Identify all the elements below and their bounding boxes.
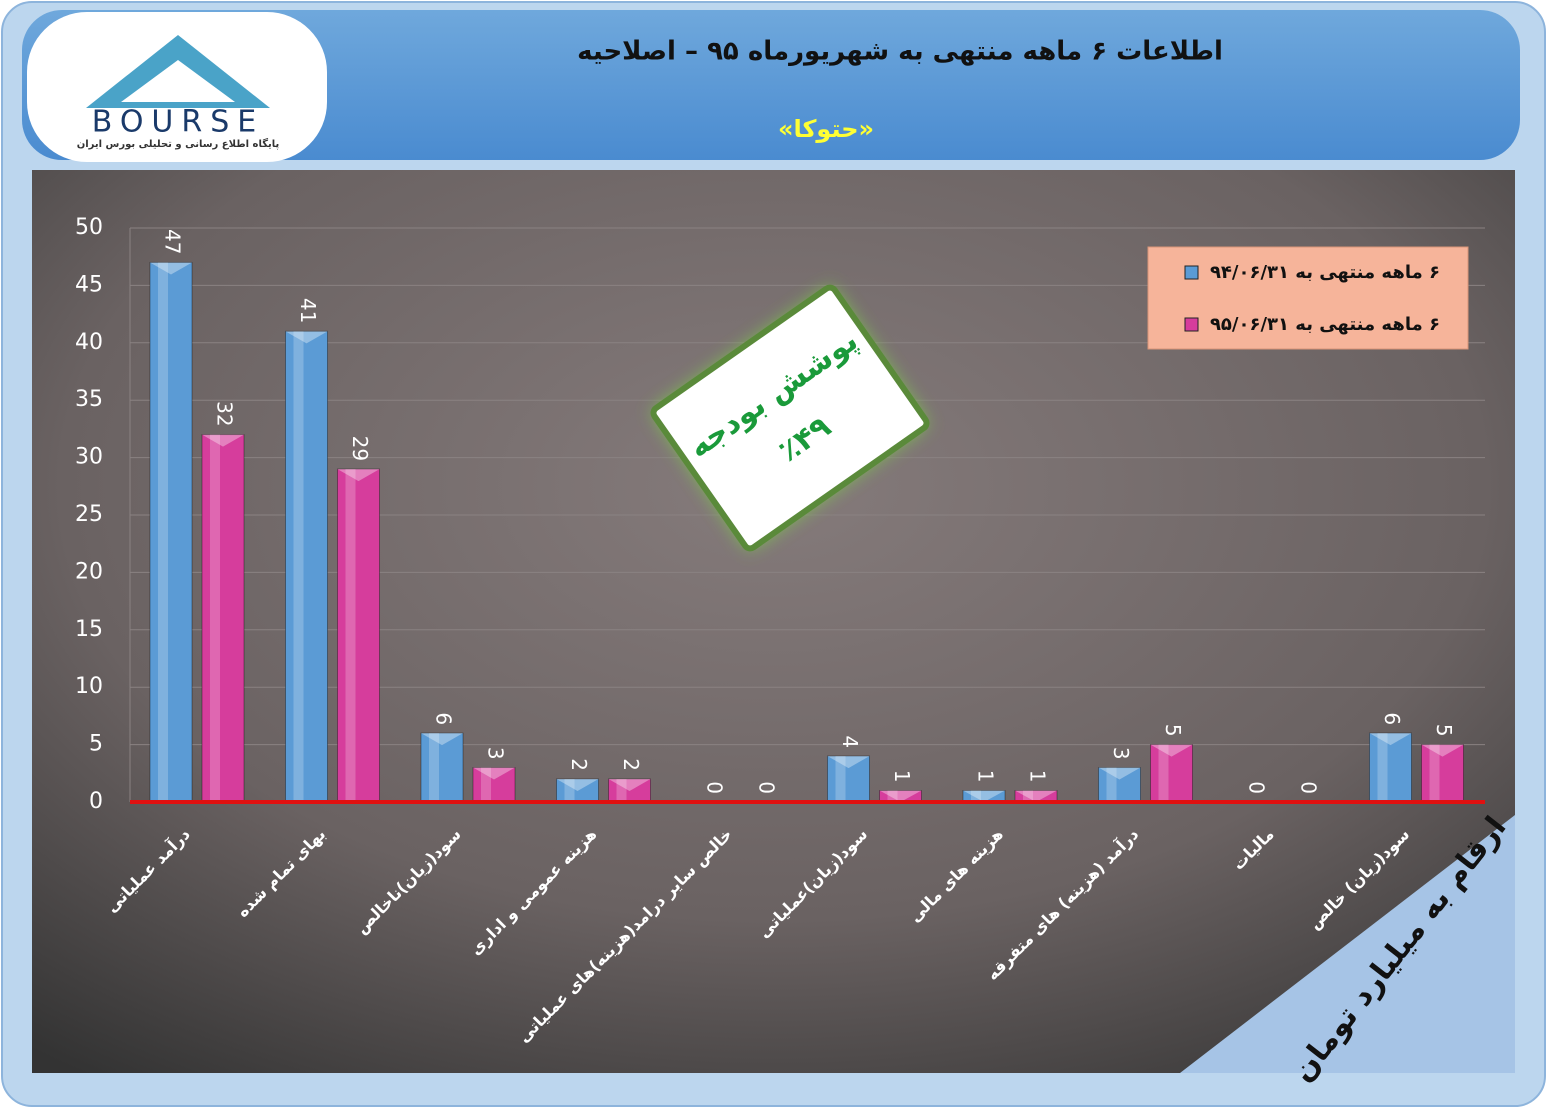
bar-highlight — [1106, 767, 1117, 802]
bar-highlight — [1377, 733, 1388, 802]
bar-cap — [963, 790, 1005, 802]
legend-box — [1147, 246, 1469, 350]
legend: ۶ ماهه منتهی به ۹۴/۰۶/۳۱ ۶ ماهه منتهی به … — [1147, 246, 1469, 350]
bar-highlight — [158, 262, 168, 802]
bar-highlight — [971, 790, 981, 802]
logo-caption: پایگاه اطلاع رسانی و تحلیلی بورس ایران — [77, 137, 280, 150]
bar — [1098, 767, 1141, 803]
bar-highlight — [345, 469, 356, 802]
bar-highlight — [835, 756, 846, 802]
y-tick-label: 35 — [75, 387, 103, 412]
bar-highlight — [293, 331, 304, 802]
bar-cap — [556, 779, 599, 792]
badge: پوشش بودجه ٪۴۹ — [650, 284, 930, 552]
data-label: 2 — [619, 758, 643, 771]
legend-label: ۶ ماهه منتهی به ۹۴/۰۶/۳۱ — [1210, 262, 1440, 283]
bar-cap — [1369, 733, 1412, 746]
bar-cap — [1421, 744, 1464, 757]
bar-cap — [1098, 767, 1141, 780]
bar-cap — [473, 767, 515, 780]
data-label: 0 — [1245, 781, 1269, 794]
data-label: 0 — [1297, 781, 1321, 794]
bar-highlight — [616, 779, 627, 802]
data-label: 2 — [567, 758, 591, 771]
bar — [1150, 744, 1193, 803]
data-label: 1 — [1026, 770, 1050, 783]
bar — [337, 468, 380, 803]
legend-swatch — [1184, 317, 1199, 332]
data-label: 6 — [1380, 712, 1404, 725]
y-tick-label: 25 — [75, 502, 103, 527]
bar-cap — [1150, 744, 1193, 757]
bar-cap — [202, 434, 244, 447]
data-label: 41 — [296, 298, 320, 323]
bar-highlight — [1023, 790, 1033, 802]
unit-note-bg — [1180, 815, 1515, 1073]
bar-cap — [285, 331, 328, 344]
data-label: 5 — [1161, 724, 1185, 737]
bar — [149, 261, 193, 803]
bar-highlight — [1158, 744, 1169, 802]
data-label: 1 — [890, 770, 914, 783]
data-label: 3 — [1109, 747, 1133, 760]
data-label: 4 — [838, 735, 862, 748]
bar-highlight — [481, 767, 491, 802]
y-tick-label: 10 — [75, 674, 103, 699]
chart-subtitle: «حتوکا» — [778, 115, 874, 143]
bar-cap — [827, 756, 870, 769]
bar-cap — [337, 469, 380, 482]
bar — [285, 330, 328, 803]
bar-cap — [608, 779, 651, 792]
legend-swatch — [1184, 265, 1199, 280]
y-tick-label: 50 — [75, 215, 103, 240]
header — [22, 10, 1520, 160]
bar — [1369, 732, 1412, 803]
data-label: 32 — [213, 401, 237, 426]
y-tick-label: 40 — [75, 330, 103, 355]
y-tick-label: 20 — [75, 559, 103, 584]
bar-cap — [150, 262, 192, 275]
data-label: 5 — [1432, 724, 1456, 737]
y-tick-label: 0 — [89, 789, 103, 814]
data-label: 6 — [432, 712, 456, 725]
bar-highlight — [564, 779, 575, 802]
bar-highlight — [887, 790, 898, 802]
bar — [1421, 744, 1464, 803]
bar-cap — [879, 790, 922, 802]
data-label: 47 — [161, 229, 185, 254]
bar-cap — [1015, 790, 1057, 802]
bar-cap — [421, 733, 463, 746]
bar-highlight — [1429, 744, 1440, 802]
data-label: 1 — [974, 770, 998, 783]
logo-text: BOURSE — [92, 105, 264, 140]
y-tick-label: 45 — [75, 272, 103, 297]
logo-icon — [121, 60, 235, 102]
bar — [472, 767, 516, 803]
bar — [827, 755, 870, 803]
data-label: 0 — [703, 781, 727, 794]
data-label: 3 — [484, 747, 508, 760]
chart-title: اطلاعات ۶ ماهه منتهی به شهریورماه ۹۵ – ا… — [577, 37, 1223, 67]
bar — [201, 434, 245, 803]
y-tick-label: 15 — [75, 617, 103, 642]
data-label: 29 — [348, 436, 372, 461]
y-tick-label: 30 — [75, 445, 103, 470]
bar-highlight — [210, 434, 220, 802]
badge-box — [650, 284, 930, 552]
y-tick-label: 5 — [89, 732, 103, 757]
data-label: 0 — [755, 781, 779, 794]
bar-highlight — [429, 733, 439, 802]
legend-label: ۶ ماهه منتهی به ۹۵/۰۶/۳۱ — [1210, 314, 1440, 335]
